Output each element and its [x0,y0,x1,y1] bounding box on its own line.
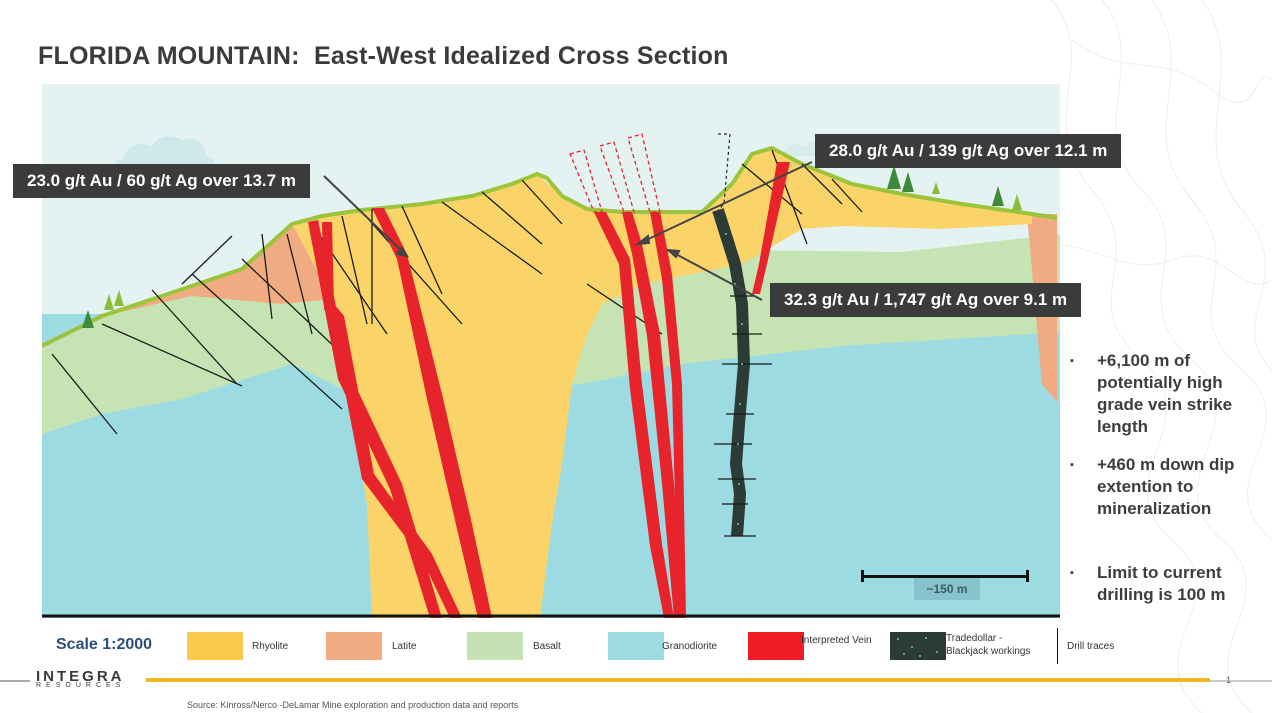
footer-accent-rule [146,678,1210,682]
legend-swatch-drill-traces [1057,628,1058,664]
callout-leaders [323,161,813,301]
callout-left-intercept: 23.0 g/t Au / 60 g/t Ag over 13.7 m [13,164,310,198]
legend-label-interpreted-vein: Interpreted Vein [801,635,872,646]
company-logo: INTEGRA RESOURCES [36,668,125,689]
logo-name: INTEGRA [36,668,125,685]
cloud [115,136,215,166]
projected-veins [569,133,661,213]
legend-label-workings-line1: Tradedollar - [946,633,1003,644]
key-point-text: Limit to current drilling is 100 m [1097,563,1226,604]
legend-label-rhyolite: Rhyolite [252,641,289,652]
interpreted-veins [308,162,790,618]
workings-levels [714,295,772,537]
legend-swatch-granodiorite [608,632,664,660]
source-note: Source: Kinross/Nerco -DeLamar Mine expl… [187,700,519,710]
legend-swatch-workings [890,632,946,660]
projected-drill-trace [717,133,731,211]
key-point: ▪ +460 m down dip extention to mineraliz… [1070,454,1260,520]
ground-surface [42,145,1058,348]
key-points-list: ▪ +6,100 m of potentially high grade vei… [1070,350,1260,606]
key-point: ▪ Limit to current drilling is 100 m [1070,562,1260,606]
legend: Scale 1:2000 Rhyolite Latite Basalt Gran… [0,624,1272,668]
legend-label-latite: Latite [392,641,417,652]
footer-rule-left [0,680,30,682]
callout-top-right-intercept: 28.0 g/t Au / 139 g/t Ag over 12.1 m [815,134,1122,168]
callout-mid-right-intercept: 32.3 g/t Au / 1,747 g/t Ag over 9.1 m [770,283,1082,317]
legend-label-basalt: Basalt [533,641,561,652]
page-title: FLORIDA MOUNTAIN: East-West Idealized Cr… [38,42,729,70]
key-point-text: +6,100 m of potentially high grade vein … [1097,351,1233,436]
scale-bar-label: ~150 m [914,578,980,600]
key-point-text: +460 m down dip extention to mineralizat… [1097,455,1235,518]
legend-swatch-rhyolite [187,632,243,660]
logo-subtitle: RESOURCES [36,682,126,689]
legend-swatch-basalt [467,632,523,660]
scale-ratio: Scale 1:2000 [56,636,153,653]
legend-swatch-latite [326,632,382,660]
key-point: ▪ +6,100 m of potentially high grade vei… [1070,350,1260,438]
trees [82,165,1022,328]
footer-rule-right [1210,680,1272,682]
legend-label-granodiorite: Granodiorite [662,641,718,652]
bullet-icon: ▪ [1070,459,1074,471]
legend-label-workings: Tradedollar - Blackjack workings [946,632,1030,658]
bullet-icon: ▪ [1070,567,1074,579]
legend-label-drill-traces: Drill traces [1067,641,1115,652]
rhyolite-layer [292,148,1032,618]
legend-swatch-interpreted-vein [748,632,804,660]
page-number: 1 [1226,675,1232,685]
legend-label-workings-line2: Blackjack workings [946,646,1031,657]
workings-trace [712,208,751,537]
bullet-icon: ▪ [1070,355,1074,367]
scale-bar [861,570,1029,582]
